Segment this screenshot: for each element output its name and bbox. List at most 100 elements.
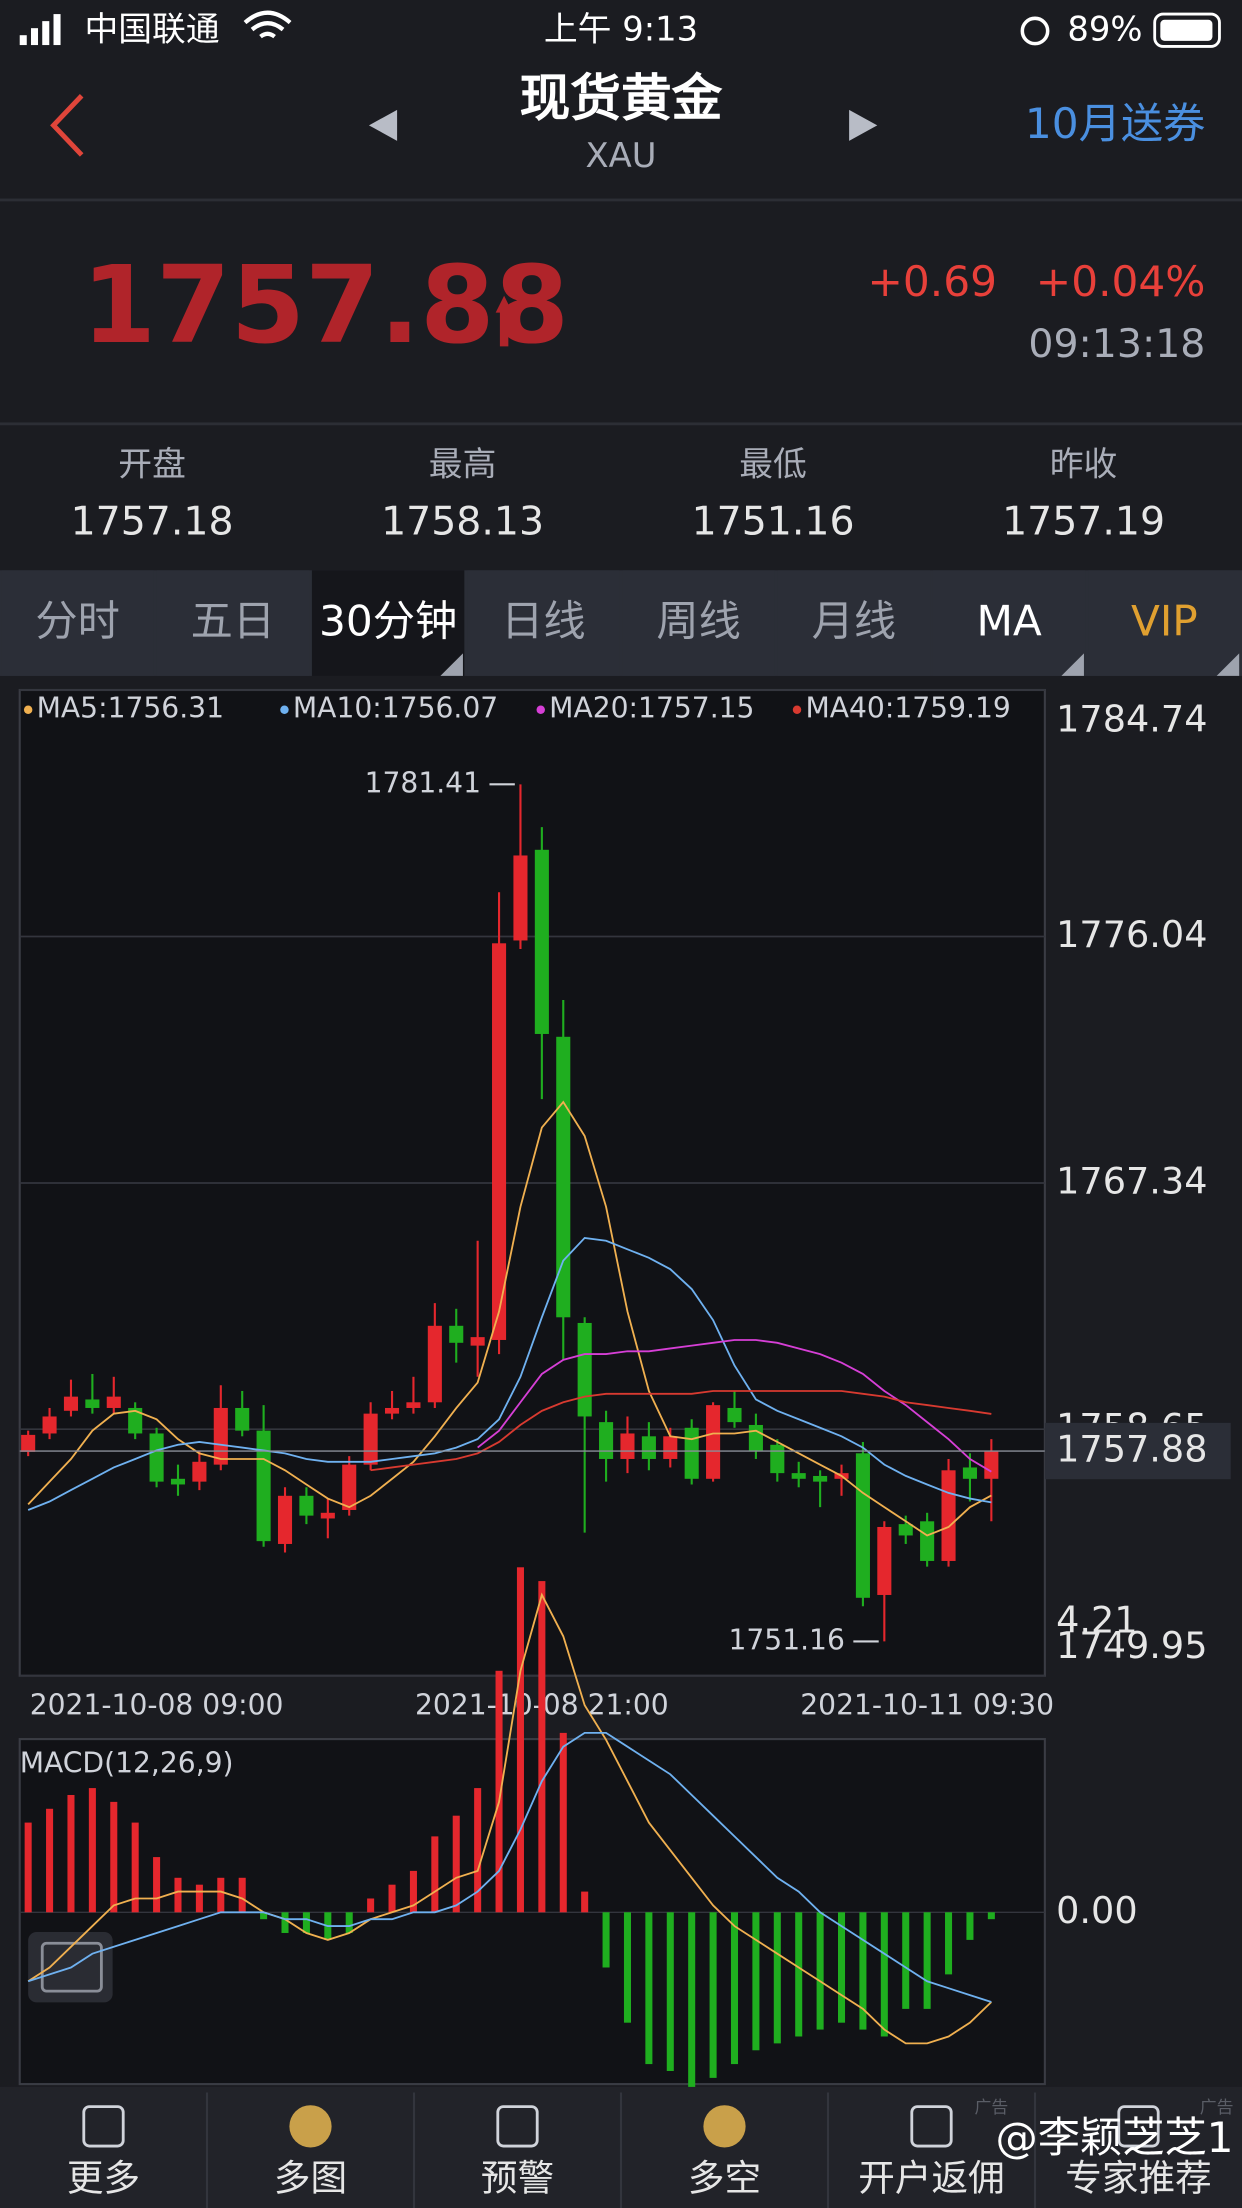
macd-bar <box>837 1912 846 2023</box>
instrument-code: XAU <box>586 136 657 175</box>
stat-label: 昨收 <box>1050 445 1118 484</box>
tab[interactable] <box>311 570 465 676</box>
candle-body <box>106 1396 121 1408</box>
carrier: 中国联通 <box>84 9 219 48</box>
tab-label: 分时 <box>35 596 119 645</box>
candle-body <box>599 1422 614 1459</box>
macd-bar <box>260 1912 268 1920</box>
nav-icon <box>82 2105 125 2148</box>
last-price-label: 1757.88 <box>1056 1428 1207 1471</box>
indicator-line <box>27 1236 992 1511</box>
candle-body <box>791 1473 806 1479</box>
signal-icon <box>19 35 27 46</box>
nav-label[interactable]: 专家推荐 <box>1065 2156 1211 2199</box>
tab[interactable] <box>156 570 310 676</box>
candle-body <box>855 1453 870 1598</box>
nav-label[interactable]: 多图 <box>274 2156 347 2199</box>
price-change-pct: +0.04% <box>1036 257 1206 306</box>
candle-body <box>235 1407 250 1431</box>
candle-body <box>213 1407 228 1465</box>
up-arrow <box>495 295 513 347</box>
promo-link[interactable]: 10月送券 <box>1025 99 1205 148</box>
y-tick-label: 1749.95 <box>1056 1624 1207 1667</box>
nav-label[interactable]: 更多 <box>67 2156 140 2199</box>
candle-body <box>384 1407 400 1414</box>
candle-body <box>277 1495 293 1544</box>
macd-bar <box>581 1891 589 1913</box>
candle-body <box>941 1470 956 1561</box>
low-label: 1751.16 <box>728 1623 844 1656</box>
nav-label[interactable]: 多空 <box>688 2156 761 2199</box>
tab-label: 30分钟 <box>319 596 457 645</box>
macd-bar <box>966 1912 974 1940</box>
candle-body <box>727 1407 742 1423</box>
y-tick-label: 1767.34 <box>1056 1159 1207 1202</box>
indicator-line <box>477 1339 992 1473</box>
candle-body <box>492 943 507 1340</box>
candle-body <box>813 1475 828 1482</box>
tab-label: VIP <box>1131 596 1198 645</box>
nav-label[interactable]: 预警 <box>481 2156 554 2199</box>
nav-icon <box>496 2105 539 2148</box>
macd-bar <box>495 1670 503 1913</box>
signal-icon <box>53 14 61 46</box>
candle-body <box>663 1436 678 1459</box>
nav-label[interactable]: 开户返佣 <box>858 2156 1004 2199</box>
instrument-name: 现货黄金 <box>520 68 723 127</box>
stats: 开盘 1757.18 最高 1758.13 最低 1751.16 昨收 1757.19 <box>71 445 1165 545</box>
watermark: @李颖芝芝1 <box>996 2113 1234 2162</box>
macd-bar <box>752 1912 760 2051</box>
candle-body <box>192 1461 207 1482</box>
legend-label: MA20:1757.15 <box>549 692 754 725</box>
macd-bar <box>945 1912 953 1975</box>
macd-bar <box>46 1808 54 1913</box>
legend-dot <box>23 705 33 714</box>
panel-title: MACD(12,26,9) <box>20 1746 234 1779</box>
macd-bar <box>474 1788 482 1913</box>
tab[interactable] <box>932 570 1086 676</box>
plot-area <box>18 1738 1046 2086</box>
tab[interactable] <box>622 570 775 676</box>
tab[interactable] <box>777 570 931 676</box>
tab[interactable] <box>467 570 620 676</box>
back-button[interactable] <box>50 94 84 157</box>
tab-label: 周线 <box>656 596 740 645</box>
macd-bar <box>238 1877 246 1913</box>
macd-bar <box>688 1912 696 2092</box>
tab[interactable] <box>1 570 154 676</box>
candle-body <box>406 1402 421 1408</box>
prev-button[interactable] <box>368 109 398 141</box>
signal-icon <box>30 28 39 46</box>
y-tick-label: 1784.74 <box>1056 697 1207 740</box>
tab[interactable] <box>1088 570 1241 676</box>
macd-bar <box>345 1912 353 1933</box>
header: 现货黄金 XAU 10月送券 <box>0 68 1242 202</box>
next-button[interactable] <box>849 109 878 141</box>
indicator-line <box>27 1100 992 1537</box>
stat-value: 1757.19 <box>1002 498 1165 544</box>
indicator-line <box>27 1731 992 2003</box>
candle-body <box>898 1524 913 1536</box>
candle-body <box>21 1434 36 1452</box>
status-bar: 中国联通 上午 9:13 89% <box>19 9 1221 48</box>
macd-bar <box>431 1836 439 1913</box>
divider <box>0 198 1242 202</box>
stat-label: 最低 <box>739 445 807 484</box>
signal-icon <box>42 21 50 46</box>
candle-body <box>534 849 549 1034</box>
macd-bar <box>902 1912 910 2009</box>
candle-body <box>85 1399 100 1408</box>
y-tick-label: 0.00 <box>1056 1889 1138 1932</box>
macd-chart: 4.210.00-4.21MACD(12,26,9) <box>18 1567 1151 2208</box>
macd-bar <box>816 1912 824 2030</box>
candle-body <box>342 1464 357 1510</box>
price-change: +0.69 <box>868 257 997 306</box>
macd-bar <box>645 1912 653 2065</box>
macd-bar <box>859 1912 867 2030</box>
tab-label: 日线 <box>501 596 585 645</box>
candle-body <box>256 1430 271 1542</box>
legend-dot <box>536 705 545 714</box>
lock-icon <box>1020 16 1050 46</box>
last-price-box <box>1044 1422 1231 1480</box>
